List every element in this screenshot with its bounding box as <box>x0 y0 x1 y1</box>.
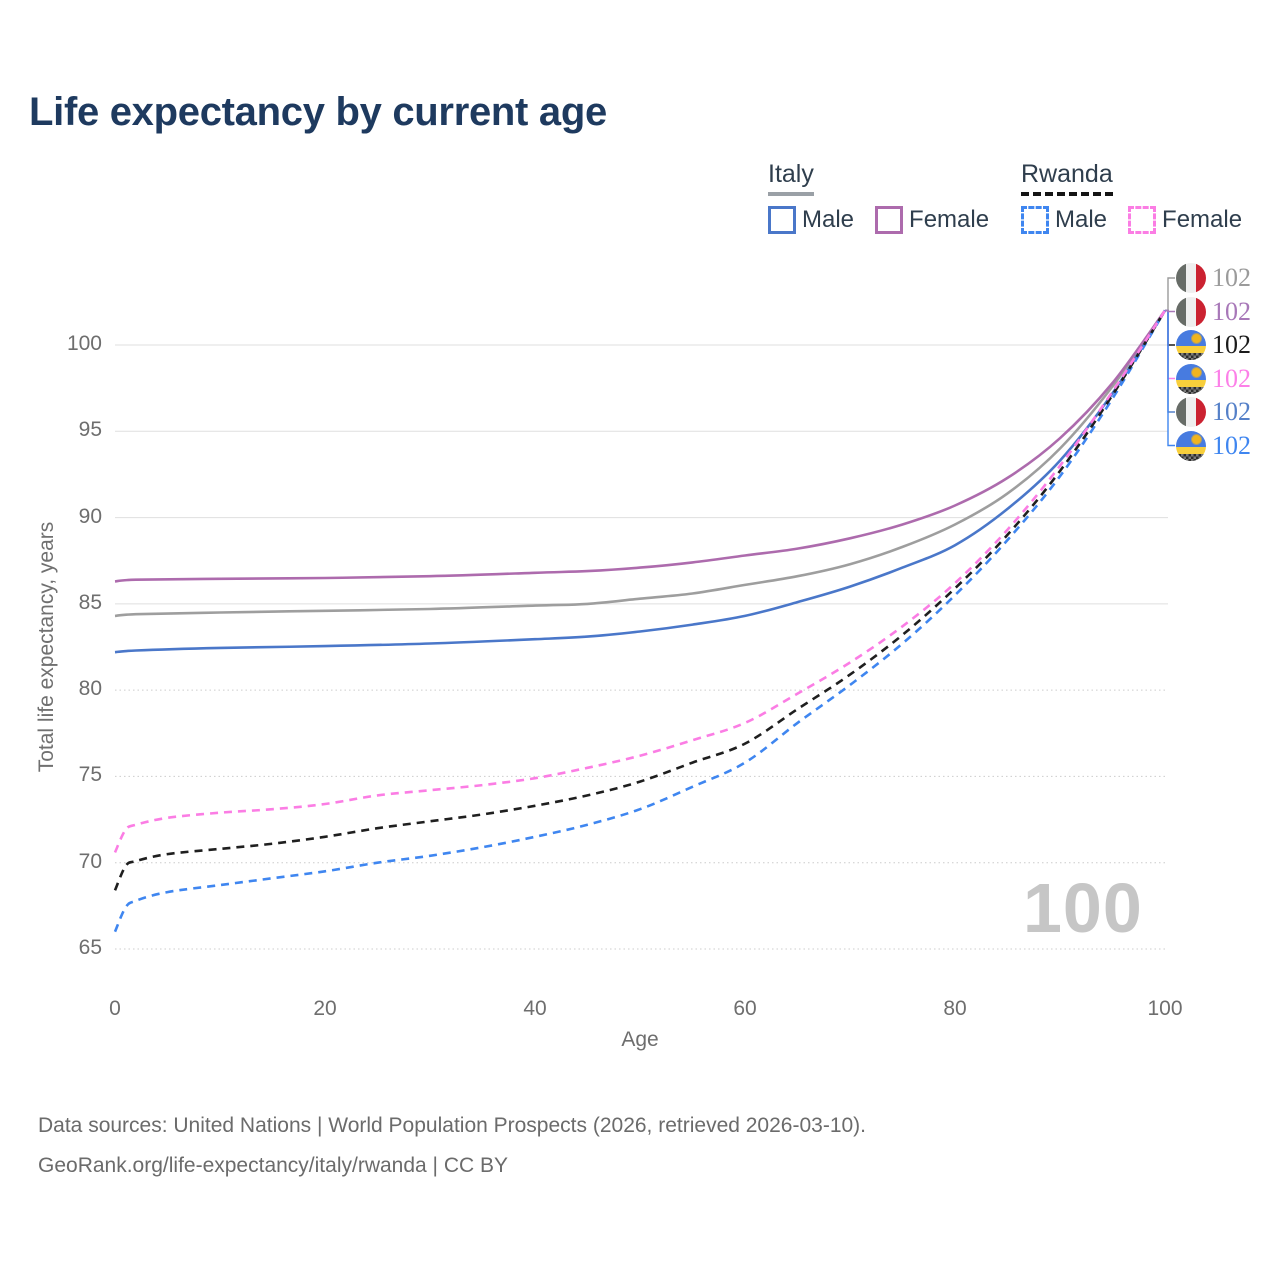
rwanda-female-swatch-icon <box>1128 206 1157 234</box>
y-tick-label: 90 <box>78 504 102 528</box>
y-tick-label: 65 <box>78 936 102 959</box>
rwanda-flag-icon <box>1176 363 1206 394</box>
endpoint-label-rwanda-female: 102 <box>1176 363 1251 394</box>
legend-item-rwanda-female[interactable]: Female <box>1128 206 1242 234</box>
x-tick-label: 20 <box>313 997 337 1020</box>
endpoint-value: 102 <box>1212 363 1251 393</box>
x-tick-label: 40 <box>523 997 547 1020</box>
italy-flag-icon <box>1176 263 1206 293</box>
endpoint-value: 102 <box>1212 296 1251 326</box>
legend-group-italy: Italy Male Female <box>768 160 989 234</box>
endpoint-value: 102 <box>1212 330 1251 359</box>
rwanda-flag-icon <box>1176 430 1206 461</box>
y-tick-label: 80 <box>78 677 102 701</box>
legend-country-italy: Italy <box>768 160 814 196</box>
data-sources-line: Data sources: United Nations | World Pop… <box>38 1114 867 1137</box>
legend-item-italy-female[interactable]: Female <box>875 206 989 234</box>
italy-male-swatch-icon <box>768 206 796 234</box>
endpoint-value: 102 <box>1212 263 1251 292</box>
legend-label: Female <box>1162 206 1243 233</box>
endpoint-label-rwanda-total: 102 <box>1176 330 1251 360</box>
x-axis-title: Age <box>621 1028 659 1051</box>
rwanda-flag-icon <box>1176 330 1206 360</box>
footer-attribution: Data sources: United Nations | World Pop… <box>38 1106 866 1186</box>
endpoint-label-italy-male: 102 <box>1176 397 1251 427</box>
y-tick-label: 70 <box>78 849 102 873</box>
y-tick-label: 85 <box>78 590 102 614</box>
endpoint-value: 102 <box>1212 430 1251 460</box>
x-tick-label: 0 <box>109 997 121 1020</box>
italy-flag-icon <box>1176 296 1206 327</box>
x-tick-label: 60 <box>733 997 757 1020</box>
y-axis-title: Total life expectancy, years <box>35 521 58 773</box>
x-tick-label: 100 <box>1147 997 1183 1020</box>
y-tick-label: 100 <box>66 332 102 355</box>
y-tick-label: 75 <box>78 763 102 787</box>
endpoint-value: 102 <box>1212 397 1251 426</box>
italy-female-swatch-icon <box>875 206 904 234</box>
rwanda-male-swatch-icon <box>1021 206 1049 234</box>
legend-item-italy-male[interactable]: Male <box>768 206 854 234</box>
y-tick-label: 95 <box>78 418 102 442</box>
source-url-line: GeoRank.org/life-expectancy/italy/rwanda… <box>38 1154 508 1177</box>
x-tick-label: 80 <box>943 997 967 1020</box>
endpoint-label-italy-total: 102 <box>1176 263 1251 293</box>
page-title: Life expectancy by current age <box>29 90 607 134</box>
legend-label: Male <box>1055 206 1108 233</box>
legend-item-rwanda-male[interactable]: Male <box>1021 206 1107 234</box>
endpoint-label-italy-female: 102 <box>1176 296 1251 327</box>
italy-flag-icon <box>1176 397 1206 427</box>
legend-label: Female <box>909 206 990 233</box>
legend-label: Male <box>802 206 855 233</box>
endpoint-label-rwanda-male: 102 <box>1176 430 1251 461</box>
legend-group-rwanda: Rwanda Male Female <box>1021 160 1242 234</box>
legend-country-rwanda: Rwanda <box>1021 160 1113 196</box>
age-indicator-watermark: 100 <box>1023 869 1143 947</box>
